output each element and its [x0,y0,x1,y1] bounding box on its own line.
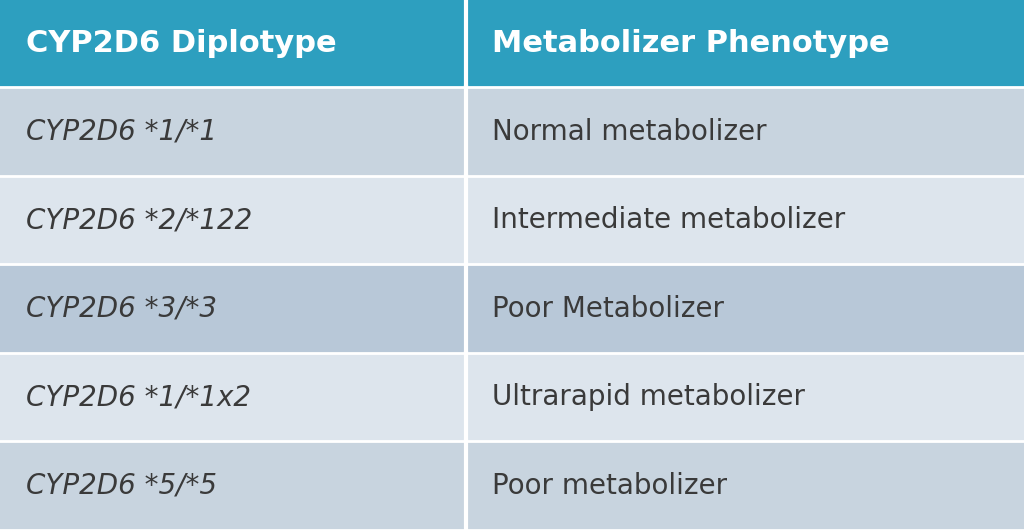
Text: CYP2D6 *5/*5: CYP2D6 *5/*5 [26,472,217,500]
Text: CYP2D6 *3/*3: CYP2D6 *3/*3 [26,295,217,323]
Text: CYP2D6 *1/*1: CYP2D6 *1/*1 [26,118,217,146]
Bar [0,87,1024,176]
Bar [0,176,1024,264]
Text: CYP2D6 Diplotype: CYP2D6 Diplotype [26,29,336,58]
Text: Poor Metabolizer: Poor Metabolizer [492,295,724,323]
Bar [0,0,1024,87]
Text: Poor metabolizer: Poor metabolizer [492,472,727,500]
Text: Normal metabolizer: Normal metabolizer [492,118,766,146]
Text: Intermediate metabolizer: Intermediate metabolizer [492,206,845,234]
Bar [0,353,1024,441]
Text: CYP2D6 *2/*122: CYP2D6 *2/*122 [26,206,252,234]
Text: CYP2D6 *1/*1x2: CYP2D6 *1/*1x2 [26,383,251,411]
Text: Metabolizer Phenotype: Metabolizer Phenotype [492,29,889,58]
Bar [0,441,1024,530]
Text: Ultrarapid metabolizer: Ultrarapid metabolizer [492,383,805,411]
Bar [0,264,1024,353]
